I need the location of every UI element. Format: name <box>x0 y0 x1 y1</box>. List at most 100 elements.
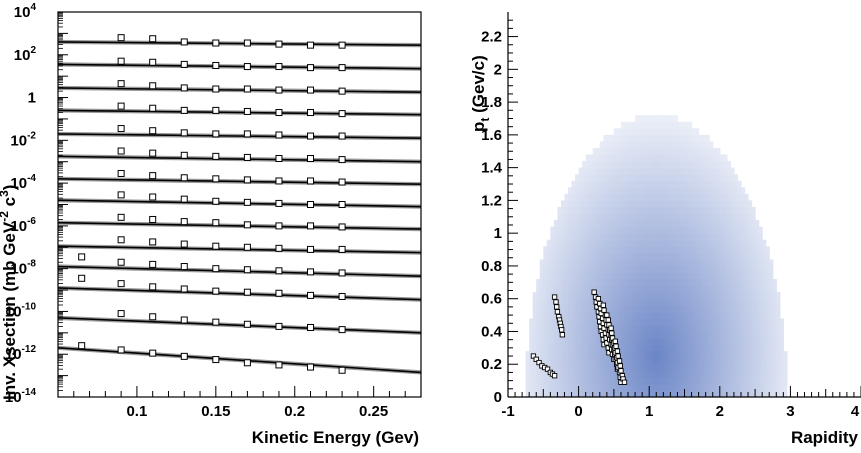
heat-cell <box>776 324 781 333</box>
heat-cell <box>758 331 763 339</box>
heat-cell <box>610 370 615 378</box>
data-point <box>117 280 125 288</box>
heat-cell <box>589 390 594 397</box>
heat-cell <box>536 292 541 300</box>
heat-cell <box>596 383 601 392</box>
heat-cell <box>631 187 636 195</box>
heat-cell <box>695 259 700 267</box>
heat-cell <box>765 324 770 333</box>
heat-cell <box>638 305 643 313</box>
heat-cell <box>723 206 728 215</box>
heat-cell <box>596 370 601 378</box>
heat-cell <box>663 200 668 208</box>
heat-cell <box>553 246 559 254</box>
heat-cell <box>744 318 749 326</box>
heat-cell <box>620 305 626 313</box>
heat-cell <box>656 226 661 234</box>
heat-cell <box>596 239 601 247</box>
data-point <box>180 195 188 203</box>
heat-cell <box>659 226 664 234</box>
data-point <box>180 263 188 271</box>
heat-cell <box>606 285 611 293</box>
heat-cell <box>628 279 633 287</box>
heat-cell <box>691 259 696 267</box>
heat-cell <box>748 351 753 359</box>
heat-cell <box>673 206 679 215</box>
heat-cell <box>603 187 608 195</box>
heat-cell <box>723 252 728 260</box>
heat-cell <box>695 252 700 260</box>
heat-cell <box>568 285 573 293</box>
heat-cell <box>642 252 647 260</box>
heat-cell <box>705 279 710 287</box>
heat-cell <box>543 305 548 313</box>
heat-cell <box>628 311 633 319</box>
heat-cell <box>730 298 735 306</box>
heat-cell <box>709 239 714 247</box>
heat-cell <box>677 167 682 175</box>
heat-cell <box>663 265 668 274</box>
heat-cell <box>642 390 647 397</box>
heat-cell <box>592 272 597 280</box>
heat-cell <box>677 161 682 169</box>
heat-cell <box>656 370 661 378</box>
heat-cell <box>645 115 650 123</box>
heat-cell <box>723 364 728 372</box>
heat-cell <box>723 174 728 182</box>
heat-cell <box>677 383 682 392</box>
heat-cell <box>613 331 619 339</box>
heat-cell <box>550 311 555 319</box>
heat-cell <box>645 357 650 365</box>
heat-cell <box>638 279 643 287</box>
heat-cell <box>585 364 590 372</box>
heat-cell <box>695 357 700 365</box>
heat-cell <box>723 383 728 392</box>
heat-cell <box>740 364 746 372</box>
heat-cell <box>638 167 643 175</box>
heat-cell <box>635 134 640 143</box>
fit-line-9 <box>58 221 421 230</box>
heat-cell <box>539 390 544 397</box>
heat-cell <box>712 193 717 202</box>
heat-cell <box>716 187 721 195</box>
heat-cell <box>751 272 756 280</box>
heat-cell <box>695 279 700 287</box>
heat-cell <box>730 220 735 228</box>
heat-cell <box>596 377 601 385</box>
heat-cell <box>673 357 679 365</box>
heat-cell <box>695 147 700 156</box>
heat-cell <box>758 298 763 306</box>
heat-cell <box>599 167 604 175</box>
heat-cell <box>568 357 573 365</box>
heat-cell <box>649 141 654 149</box>
heat-cell <box>649 324 654 333</box>
heat-cell <box>635 364 640 372</box>
heat-cell <box>740 252 746 260</box>
heat-cell <box>684 377 689 385</box>
heat-cell <box>684 265 689 274</box>
heat-cell <box>670 226 675 234</box>
heat-cell <box>575 252 580 260</box>
heat-cell <box>723 193 728 202</box>
heat-cell <box>716 331 721 339</box>
heat-cell <box>695 180 700 188</box>
heat-cell <box>716 279 721 287</box>
heat-cell <box>684 128 689 136</box>
heat-cell <box>726 298 731 306</box>
heat-cell <box>610 134 615 143</box>
heat-cell <box>631 220 636 228</box>
data-point <box>149 104 157 112</box>
heat-cell <box>592 213 597 221</box>
heat-cell <box>723 305 728 313</box>
heat-cell <box>698 206 703 215</box>
heat-cell <box>691 331 696 339</box>
fit-line-11 <box>58 265 421 277</box>
heat-cell <box>635 161 640 169</box>
heat-cell <box>723 154 728 162</box>
heat-cell <box>758 226 763 234</box>
data-point <box>212 130 220 138</box>
heat-cell <box>592 344 597 352</box>
heat-cell <box>571 298 576 306</box>
heat-cell <box>677 233 682 241</box>
heat-cell <box>723 318 728 326</box>
